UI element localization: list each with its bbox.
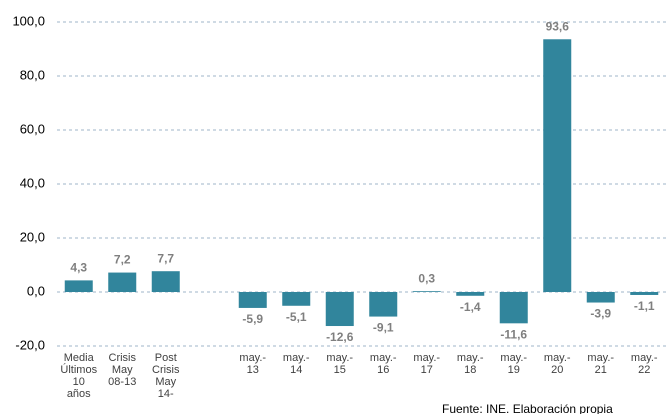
x-tick-label: may.- 19 <box>500 352 528 376</box>
value-label: 93,6 <box>546 19 570 33</box>
value-label: 7,7 <box>157 251 174 265</box>
y-tick-label: 0,0 <box>27 283 45 298</box>
bar <box>630 292 659 295</box>
x-tick-label: Crisis May 08-13 <box>108 352 137 388</box>
y-tick-label: 100,0 <box>12 13 45 28</box>
bar <box>586 292 615 303</box>
y-tick-label: 40,0 <box>20 175 45 190</box>
x-tick-label: Media Últimos 10 años <box>60 352 98 400</box>
x-tick-label: may.- 21 <box>587 352 615 376</box>
x-tick-label: Post Crisis May 14- <box>152 352 180 400</box>
bar <box>238 292 267 308</box>
value-label: 0,3 <box>418 271 435 285</box>
y-tick-label: 80,0 <box>20 67 45 82</box>
bar <box>325 292 354 327</box>
value-label: -1,4 <box>460 300 481 314</box>
x-tick-label: may.- 15 <box>326 352 354 376</box>
y-tick-label: 20,0 <box>20 229 45 244</box>
value-label: -5,9 <box>242 312 263 326</box>
bar <box>499 292 528 324</box>
x-tick-label: may.- 13 <box>239 352 267 376</box>
x-tick-label: may.- 17 <box>413 352 441 376</box>
bar <box>151 271 180 292</box>
y-tick-label: -20,0 <box>15 337 45 352</box>
bar <box>64 280 93 292</box>
x-tick-label: may.- 20 <box>543 352 571 376</box>
value-label: -12,6 <box>326 330 354 344</box>
x-tick-label: may.- 18 <box>456 352 484 376</box>
value-label: -9,1 <box>373 321 394 335</box>
value-label: -11,6 <box>500 327 527 341</box>
y-tick-label: 60,0 <box>20 121 45 136</box>
value-label: -1,1 <box>634 299 655 313</box>
x-tick-label: may.- 22 <box>630 352 658 376</box>
bar <box>412 291 441 292</box>
bar <box>543 39 572 292</box>
x-tick-label: may.- 16 <box>369 352 397 376</box>
bar <box>108 272 137 292</box>
value-label: 4,3 <box>70 261 87 275</box>
bar <box>456 292 485 296</box>
value-label: -3,9 <box>590 307 611 321</box>
x-tick-label: may.- 14 <box>282 352 310 376</box>
value-label: 7,2 <box>114 253 131 267</box>
value-label: -5,1 <box>286 310 307 324</box>
source-note: Fuente: INE. Elaboración propia <box>442 402 613 414</box>
bar <box>369 292 398 317</box>
bar <box>282 292 311 306</box>
